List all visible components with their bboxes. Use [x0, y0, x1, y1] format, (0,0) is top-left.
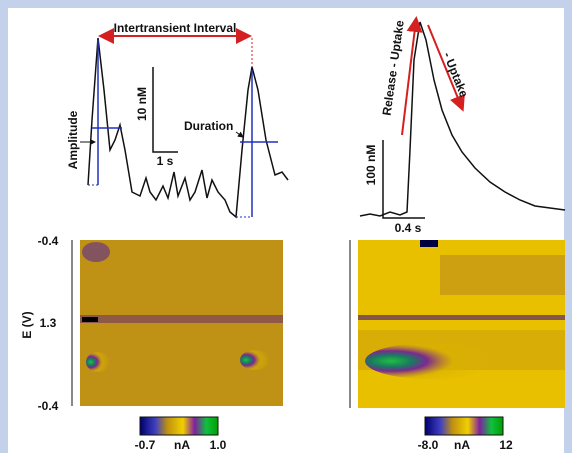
- colorbar: [139, 416, 219, 436]
- fall-arrow: [427, 24, 465, 112]
- band: [80, 315, 283, 323]
- y-tick-label: -0.4: [38, 234, 59, 248]
- colorbar-unit: nA: [174, 438, 190, 452]
- scale-y-label: 100 nM: [364, 145, 378, 186]
- amplitude-label: Amplitude: [66, 110, 80, 169]
- colorbar-min: -0.7: [135, 438, 156, 452]
- scale-x-label: 0.4 s: [395, 221, 422, 235]
- y-tick-label: 1.3: [40, 316, 57, 330]
- trace: [87, 37, 289, 219]
- blob: [86, 352, 110, 372]
- rise-arrow: [401, 16, 423, 136]
- band: [358, 315, 565, 320]
- colorbar-min: -8.0: [418, 438, 439, 452]
- scale-x-label: 1 s: [157, 154, 174, 168]
- blob: [365, 343, 495, 379]
- band: [82, 317, 98, 322]
- scale-y-label: 10 nM: [135, 87, 149, 121]
- scale-bar: [152, 67, 178, 153]
- colorbar: [424, 416, 504, 436]
- band: [440, 255, 565, 295]
- scale-bar: [382, 140, 425, 219]
- trace: [359, 21, 566, 217]
- colorbar-unit: nA: [454, 438, 470, 452]
- blob: [420, 240, 438, 247]
- blob: [240, 350, 270, 370]
- blob: [82, 242, 110, 262]
- y-axis-title: E (V): [20, 311, 34, 338]
- duration-label: Duration: [184, 119, 233, 133]
- colorbar-max: 1.0: [210, 438, 227, 452]
- interval-label: Intertransient Interval: [114, 21, 237, 35]
- colorbar-max: 12: [499, 438, 513, 452]
- pointer: [235, 131, 244, 138]
- y-tick-label: -0.4: [38, 399, 59, 413]
